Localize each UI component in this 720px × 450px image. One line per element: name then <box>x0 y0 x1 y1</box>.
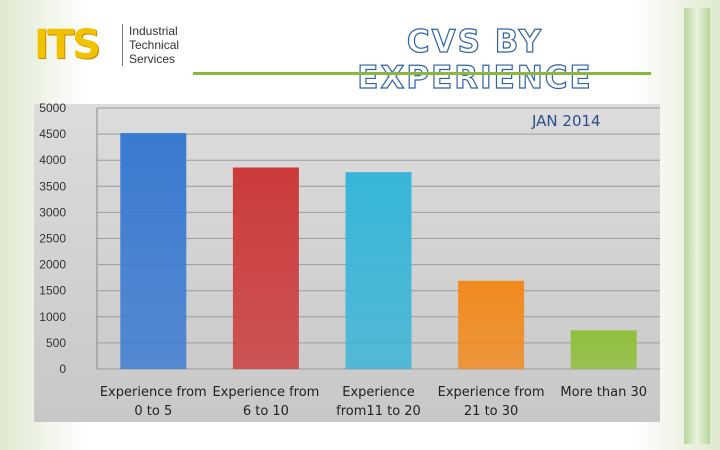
y-tick-label: 3000 <box>39 205 66 219</box>
logo-sub-line-3: Services <box>129 52 176 66</box>
x-category-label: More than 30 <box>560 385 647 400</box>
x-category-label: Experience from <box>100 385 207 400</box>
logo-sub-line-1: Industrial <box>129 24 178 38</box>
logo-sub-line-2: Technical <box>129 38 180 52</box>
y-tick-label: 0 <box>59 362 66 376</box>
title-underline <box>193 72 651 75</box>
y-tick-label: 1000 <box>39 310 66 324</box>
y-tick-label: 4000 <box>39 153 66 167</box>
y-tick-label: 5000 <box>39 101 66 115</box>
x-category-label: 21 to 30 <box>464 404 518 419</box>
x-category-label: Experience from <box>212 385 319 400</box>
bar <box>232 167 299 369</box>
bar <box>570 330 637 369</box>
y-tick-label: 3500 <box>39 179 66 193</box>
y-tick-label: 1500 <box>39 284 66 298</box>
logo-subtitle: Industrial Technical Services <box>122 24 199 66</box>
x-category-label: Experience <box>342 385 415 400</box>
y-tick-label: 2500 <box>39 232 66 246</box>
y-tick-label: 2000 <box>39 258 66 272</box>
right-decorative-frame <box>684 8 710 444</box>
y-tick-label: 500 <box>46 336 66 350</box>
x-category-label: 6 to 10 <box>243 404 289 419</box>
page-title: CVS BY EXPERIENCE <box>357 23 593 96</box>
its-logo: ITS Industrial Technical Services <box>14 16 184 78</box>
bar <box>458 280 525 369</box>
x-category-label: Experience from <box>438 385 545 400</box>
bar <box>345 172 412 369</box>
logo-brand: ITS <box>34 22 101 68</box>
x-category-label: from11 to 20 <box>336 404 421 419</box>
y-tick-label: 4500 <box>39 127 66 141</box>
x-category-label: 0 to 5 <box>134 404 172 419</box>
date-label: JAN 2014 <box>532 112 601 130</box>
bar <box>120 133 187 369</box>
